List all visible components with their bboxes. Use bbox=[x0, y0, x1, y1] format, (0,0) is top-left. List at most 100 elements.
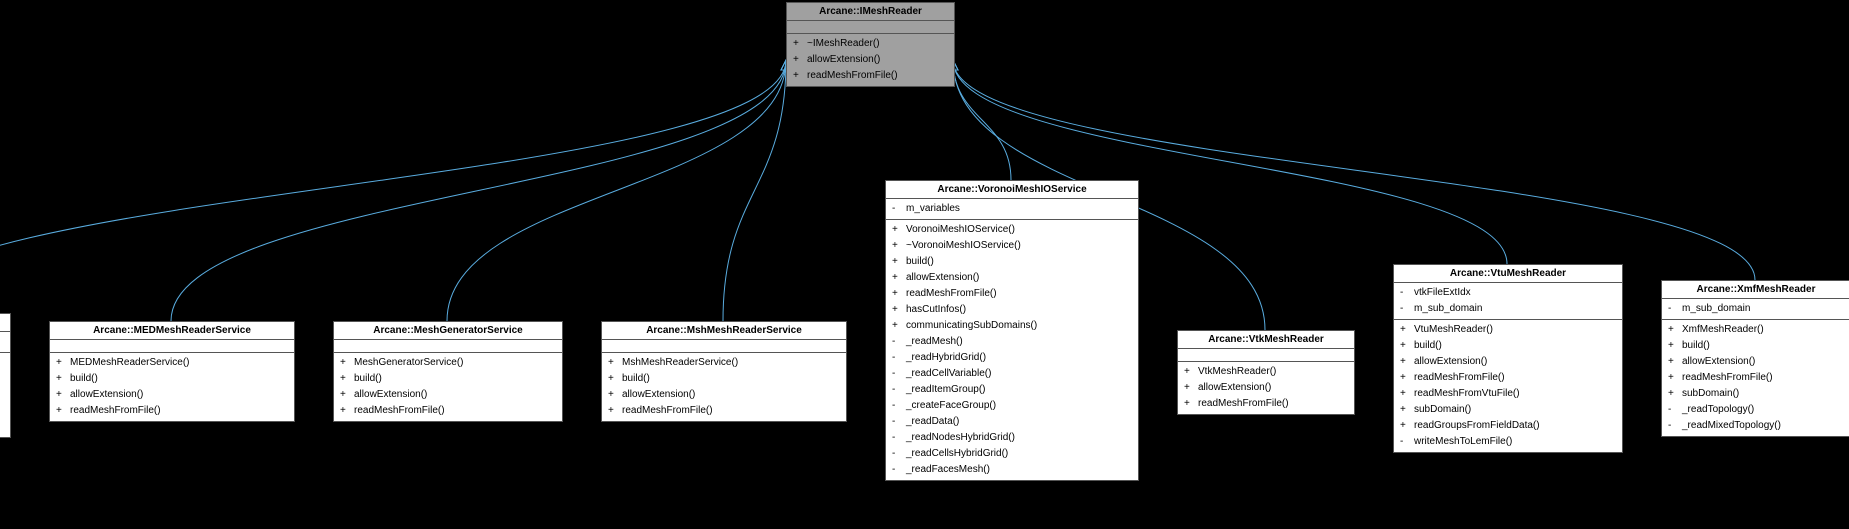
member-row: -_readCellVariable() bbox=[886, 366, 1138, 382]
member-name: readMeshFromVtuFile() bbox=[1414, 387, 1520, 401]
member-name: _readCellVariable() bbox=[906, 367, 991, 381]
member-row: +readMeshFromFile() bbox=[1394, 370, 1622, 386]
visibility: - bbox=[892, 335, 906, 349]
member-row: +VtuMeshReader() bbox=[1394, 322, 1622, 338]
class-vtk[interactable]: Arcane::VtkMeshReader+VtkMeshReader()+al… bbox=[1177, 330, 1355, 415]
visibility: + bbox=[340, 372, 354, 386]
member-row: +readMeshFromFile() bbox=[334, 403, 562, 419]
member-name: _readCellsHybridGrid() bbox=[906, 447, 1008, 461]
member-name: VtkMeshReader() bbox=[1198, 365, 1276, 379]
member-row: -_createFaceGroup() bbox=[886, 398, 1138, 414]
member-name: readMeshFromFile() bbox=[354, 404, 445, 418]
member-row: -_readMesh() bbox=[886, 334, 1138, 350]
member-name: m_variables bbox=[906, 202, 960, 216]
member-name: readMeshFromFile() bbox=[622, 404, 713, 418]
member-row: +readMeshFromFile() bbox=[886, 286, 1138, 302]
member-row: -m_sub_domain bbox=[1394, 301, 1622, 317]
member-name: readMeshFromFile() bbox=[906, 287, 997, 301]
member-name: allowExtension() bbox=[807, 53, 880, 67]
member-row: -_readTopology() bbox=[1662, 402, 1849, 418]
visibility: + bbox=[56, 388, 70, 402]
member-name: readMeshFromFile() bbox=[70, 404, 161, 418]
member-row: +MshMeshReaderService() bbox=[602, 355, 846, 371]
member-name: _readMixedTopology() bbox=[1682, 419, 1781, 433]
visibility: + bbox=[892, 223, 906, 237]
class-imeshreader[interactable]: Arcane::IMeshReader+~IMeshReader()+allow… bbox=[786, 2, 955, 87]
member-name: _readTopology() bbox=[1682, 403, 1754, 417]
visibility: - bbox=[892, 351, 906, 365]
visibility: - bbox=[1668, 302, 1682, 316]
member-row: +subDomain() bbox=[1394, 402, 1622, 418]
methods-section: +LimaMeshReaderService()+build()+allowEx… bbox=[0, 353, 10, 437]
member-row: +readMeshFromFile() bbox=[1178, 396, 1354, 412]
visibility: + bbox=[1668, 371, 1682, 385]
class-title: Arcane::MEDMeshReaderService bbox=[50, 322, 294, 340]
member-name: allowExtension() bbox=[622, 388, 695, 402]
visibility: + bbox=[1668, 323, 1682, 337]
member-name: readGroupsFromFieldData() bbox=[1414, 419, 1540, 433]
attributes-section: -m_variables bbox=[886, 199, 1138, 220]
visibility: + bbox=[608, 356, 622, 370]
visibility: + bbox=[1668, 387, 1682, 401]
member-name: ~VoronoiMeshIOService() bbox=[906, 239, 1021, 253]
visibility: - bbox=[892, 415, 906, 429]
methods-section: +VtkMeshReader()+allowExtension()+readMe… bbox=[1178, 362, 1354, 414]
member-name: build() bbox=[354, 372, 382, 386]
class-msh[interactable]: Arcane::MshMeshReaderService+MshMeshRead… bbox=[601, 321, 847, 422]
visibility: + bbox=[340, 356, 354, 370]
member-row: -writeMeshToLemFile() bbox=[1394, 434, 1622, 450]
member-name: VoronoiMeshIOService() bbox=[906, 223, 1015, 237]
visibility: + bbox=[793, 69, 807, 83]
visibility: + bbox=[56, 372, 70, 386]
inheritance-edge bbox=[0, 60, 786, 313]
visibility: + bbox=[892, 303, 906, 317]
member-row: +allowExtension() bbox=[787, 52, 954, 68]
member-name: build() bbox=[906, 255, 934, 269]
methods-section: +~IMeshReader()+allowExtension()+readMes… bbox=[787, 34, 954, 86]
attributes-section bbox=[787, 21, 954, 34]
member-row: +allowExtension() bbox=[1178, 380, 1354, 396]
member-name: _readMesh() bbox=[906, 335, 963, 349]
attributes-section bbox=[602, 340, 846, 353]
member-row: -_readData() bbox=[886, 414, 1138, 430]
visibility: + bbox=[1668, 339, 1682, 353]
member-row: +readMeshFromFile() bbox=[0, 403, 10, 419]
visibility: + bbox=[1184, 397, 1198, 411]
member-row: -_readMixedTopology() bbox=[1662, 418, 1849, 434]
member-name: allowExtension() bbox=[1414, 355, 1487, 369]
member-row: +readMeshFromFile() bbox=[787, 68, 954, 84]
class-voronoi[interactable]: Arcane::VoronoiMeshIOService-m_variables… bbox=[885, 180, 1139, 481]
visibility: + bbox=[892, 287, 906, 301]
inheritance-edge bbox=[447, 60, 786, 321]
member-name: m_sub_domain bbox=[1414, 302, 1482, 316]
member-name: communicatingSubDomains() bbox=[906, 319, 1037, 333]
member-row: +VtkMeshReader() bbox=[1178, 364, 1354, 380]
member-row: +build() bbox=[50, 371, 294, 387]
visibility: + bbox=[608, 372, 622, 386]
visibility: + bbox=[1400, 371, 1414, 385]
visibility: + bbox=[1400, 339, 1414, 353]
member-name: readMeshFromFile() bbox=[1414, 371, 1505, 385]
attributes-section bbox=[50, 340, 294, 353]
class-med[interactable]: Arcane::MEDMeshReaderService+MEDMeshRead… bbox=[49, 321, 295, 422]
visibility: + bbox=[608, 404, 622, 418]
methods-section: +XmfMeshReader()+build()+allowExtension(… bbox=[1662, 320, 1849, 436]
class-vtu[interactable]: Arcane::VtuMeshReader-vtkFileExtIdx-m_su… bbox=[1393, 264, 1623, 453]
member-name: _readItemGroup() bbox=[906, 383, 985, 397]
member-name: allowExtension() bbox=[70, 388, 143, 402]
class-gen[interactable]: Arcane::MeshGeneratorService+MeshGenerat… bbox=[333, 321, 563, 422]
member-row: +allowExtension() bbox=[0, 387, 10, 403]
visibility: + bbox=[793, 37, 807, 51]
member-name: build() bbox=[70, 372, 98, 386]
member-name: readMeshFromFile() bbox=[807, 69, 898, 83]
class-xmf[interactable]: Arcane::XmfMeshReader-m_sub_domain+XmfMe… bbox=[1661, 280, 1849, 437]
visibility: - bbox=[1668, 403, 1682, 417]
visibility: + bbox=[340, 388, 354, 402]
visibility: + bbox=[892, 271, 906, 285]
class-lima[interactable]: Arcane::LimaMeshReaderService-m_sub_doma… bbox=[0, 313, 11, 438]
member-row: +build() bbox=[334, 371, 562, 387]
member-row: +~IMeshReader() bbox=[787, 36, 954, 52]
member-row: -_readHybridGrid() bbox=[886, 350, 1138, 366]
inheritance-edge bbox=[723, 60, 786, 321]
methods-section: +VtuMeshReader()+build()+allowExtension(… bbox=[1394, 320, 1622, 452]
